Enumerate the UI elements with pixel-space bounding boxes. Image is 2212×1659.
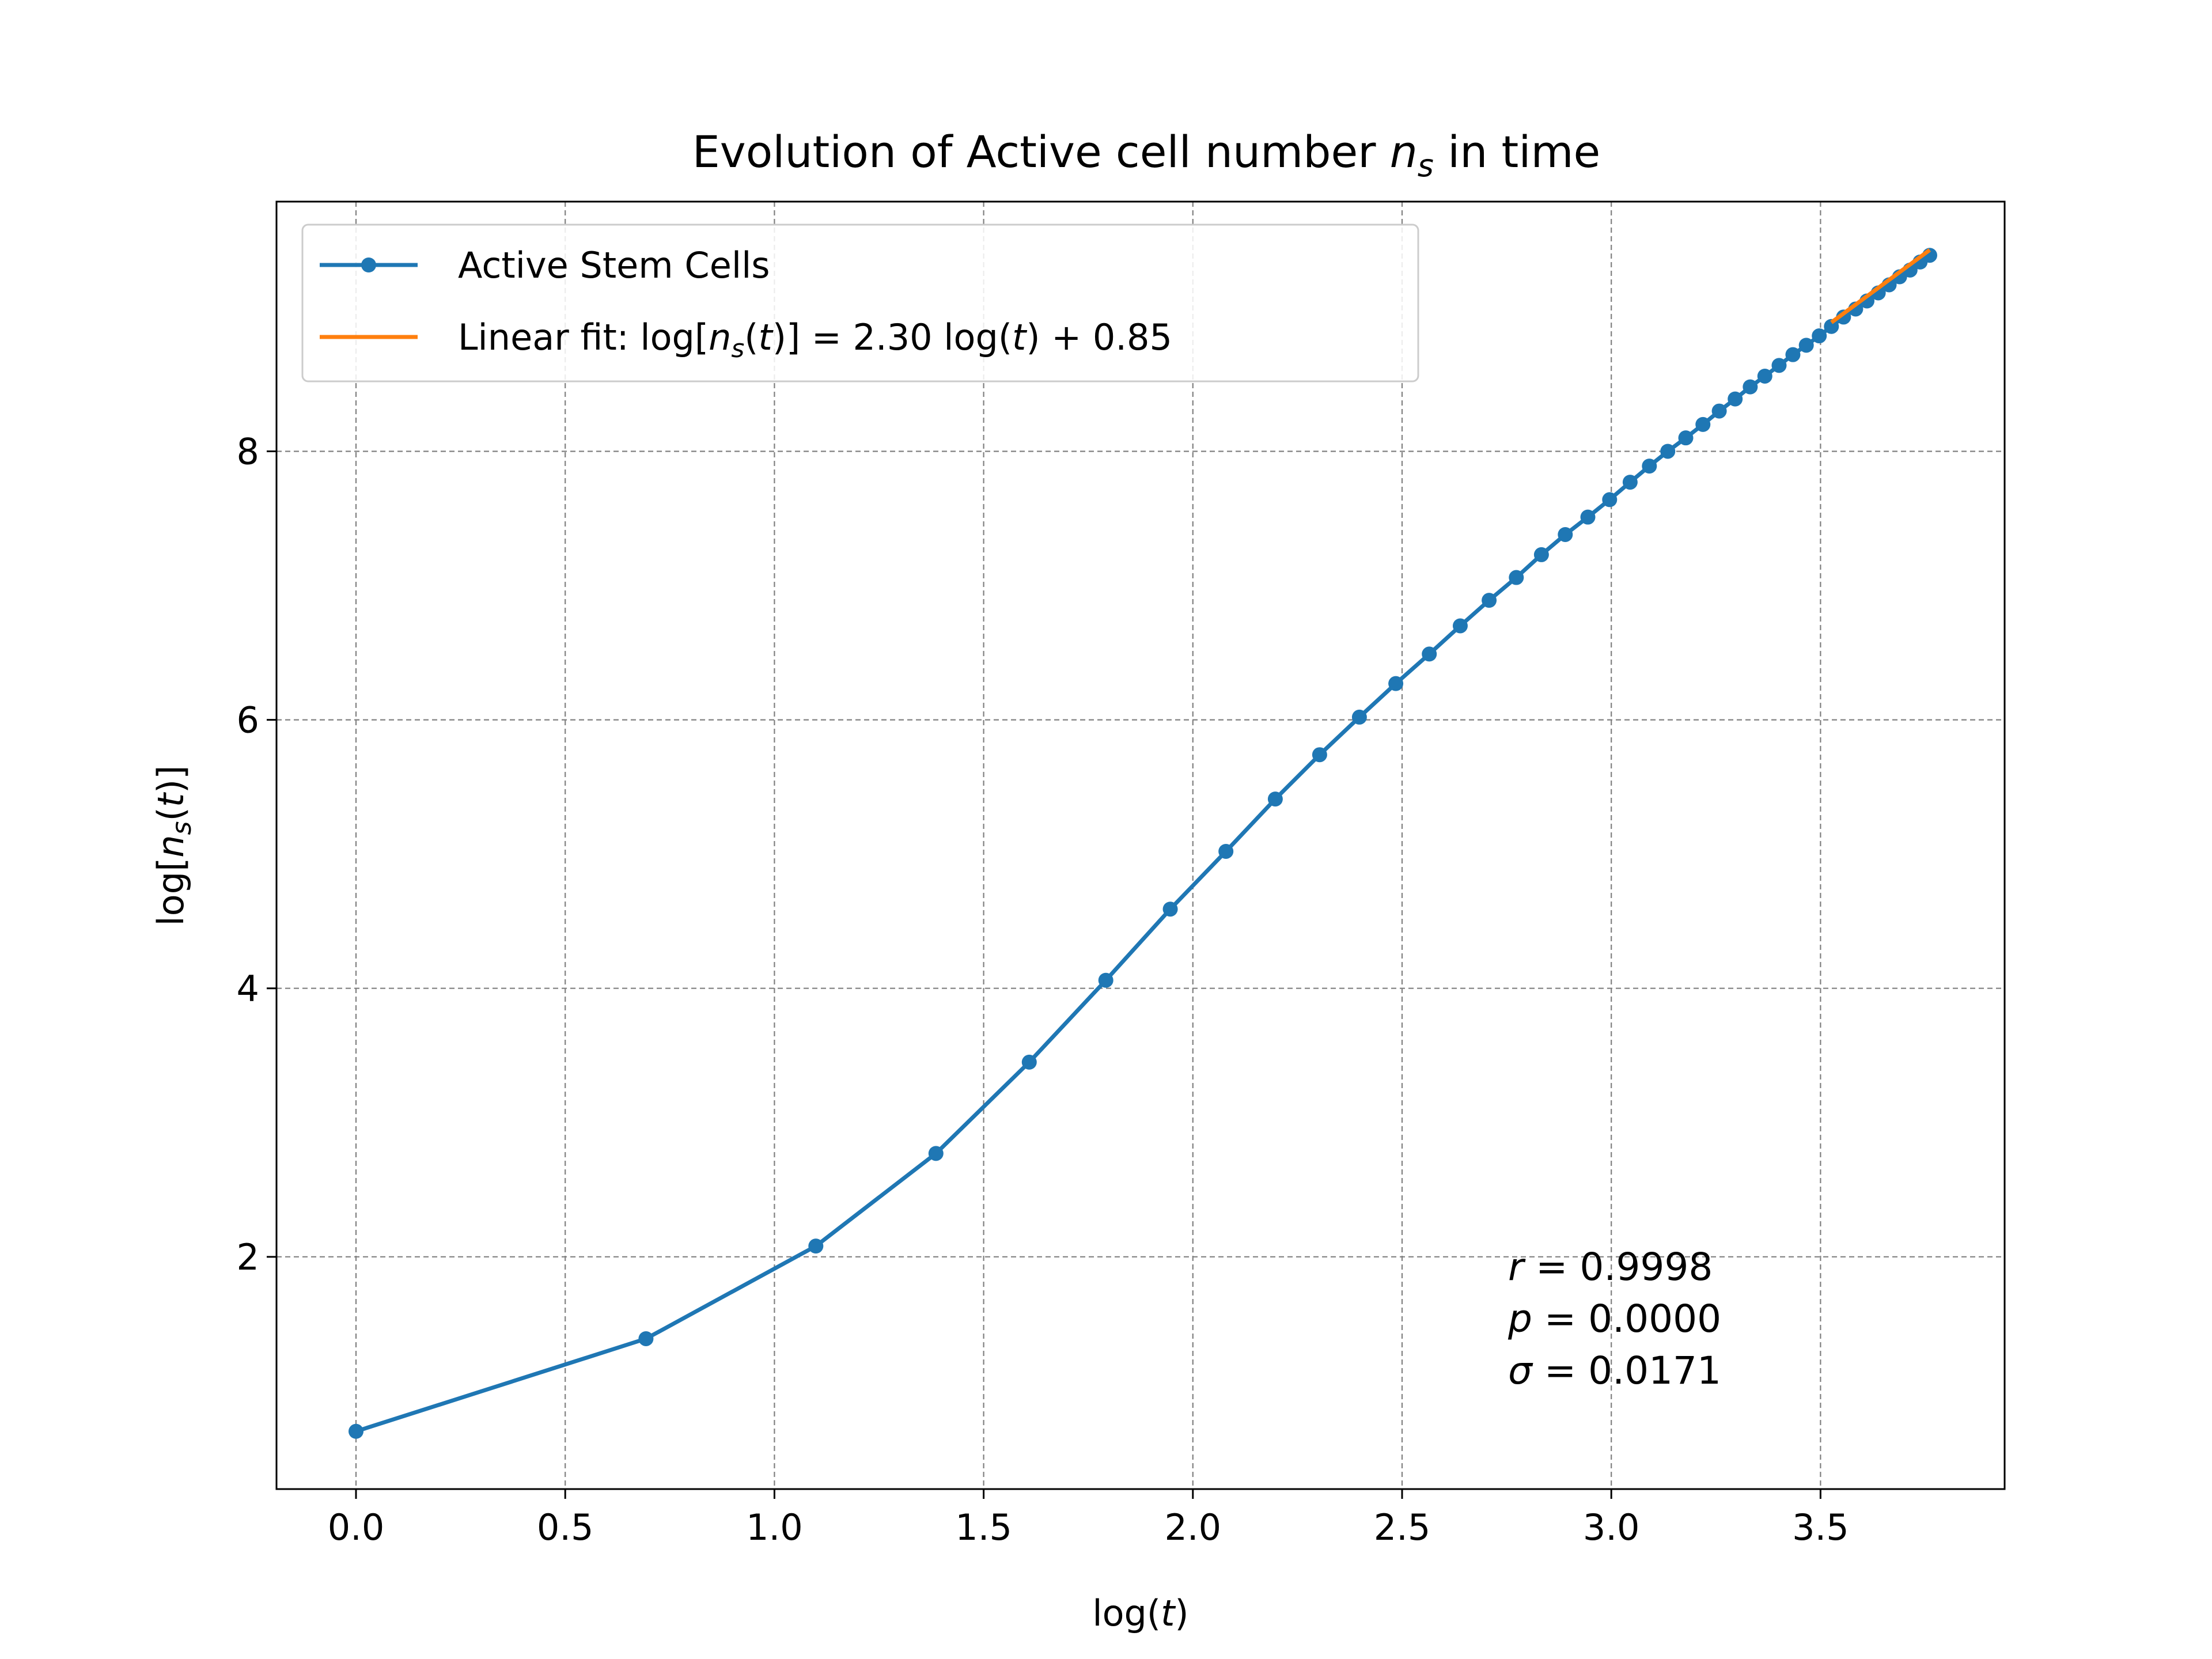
- data-point: [1482, 593, 1497, 608]
- data-point: [1678, 430, 1694, 446]
- data-point: [1660, 444, 1676, 459]
- chart-title: Evolution of Active cell number ns in ti…: [692, 126, 1601, 184]
- legend-box: [301, 224, 1419, 382]
- data-point: [1162, 902, 1178, 917]
- x-tick-label: 2.5: [1374, 1506, 1431, 1548]
- data-point: [1757, 368, 1772, 384]
- data-point: [1267, 791, 1283, 807]
- x-axis-label: log(t): [1092, 1592, 1188, 1634]
- data-point: [1642, 459, 1657, 474]
- y-tick-label: 2: [237, 1236, 259, 1278]
- data-point: [1622, 475, 1638, 490]
- plot-series: [349, 248, 1937, 1439]
- x-tick-label: 0.0: [328, 1506, 385, 1548]
- data-point: [1533, 547, 1549, 562]
- legend-label-active-stem-cells: Active Stem Cells: [458, 244, 770, 286]
- data-point: [1728, 391, 1743, 407]
- data-point: [1785, 347, 1801, 362]
- x-tick-label: 3.5: [1792, 1506, 1849, 1548]
- stat-p: p = 0.0000: [1508, 1297, 1721, 1341]
- data-point: [928, 1146, 944, 1161]
- data-point: [349, 1423, 364, 1439]
- grid-lines: [276, 202, 2005, 1489]
- y-tick-label: 4: [237, 968, 259, 1010]
- y-axis: 2 4 6 8: [237, 430, 276, 1278]
- data-point: [1312, 747, 1327, 763]
- data-point: [1351, 709, 1367, 725]
- x-tick-label: 1.5: [955, 1506, 1012, 1548]
- data-point: [1771, 358, 1787, 373]
- data-point: [1743, 379, 1758, 395]
- legend: Active Stem Cells Linear fit: log[ns(t)]…: [301, 224, 1419, 382]
- series-line-linear-fit: [1830, 248, 1931, 324]
- y-tick-label: 6: [237, 699, 259, 741]
- data-point: [1711, 403, 1727, 419]
- stat-sigma: σ = 0.0171: [1508, 1349, 1721, 1393]
- x-tick-label: 3.0: [1583, 1506, 1640, 1548]
- y-tick-label: 8: [237, 430, 259, 472]
- data-point: [1509, 570, 1524, 585]
- data-point: [1824, 319, 1839, 334]
- data-point: [1021, 1054, 1037, 1070]
- legend-label-linear-fit: Linear fit: log[ns(t)] = 2.30 log(t) + 0…: [458, 316, 1172, 363]
- data-point: [1580, 509, 1596, 525]
- stat-r: r = 0.9998: [1508, 1245, 1713, 1289]
- data-point: [1812, 328, 1827, 344]
- axes-frame: [275, 200, 2006, 1490]
- data-point: [1218, 843, 1234, 859]
- data-point: [1695, 416, 1711, 432]
- data-point: [1388, 676, 1404, 691]
- data-point: [1602, 492, 1618, 507]
- x-axis: 0.0 0.5 1.0 1.5 2.0 2.5 3.0 3.5: [328, 1489, 1849, 1548]
- data-point: [1558, 527, 1573, 542]
- legend-marker-active-stem-cells: [361, 257, 376, 272]
- x-tick-label: 0.5: [537, 1506, 594, 1548]
- data-point: [1098, 972, 1113, 988]
- data-point: [638, 1331, 654, 1346]
- data-point: [1452, 618, 1468, 634]
- x-tick-label: 1.0: [746, 1506, 803, 1548]
- data-point: [1422, 646, 1437, 662]
- y-axis-label: log[ns(t)]: [150, 766, 197, 926]
- data-point: [1836, 309, 1851, 325]
- x-tick-label: 2.0: [1164, 1506, 1221, 1548]
- data-point: [1798, 338, 1814, 353]
- fit-statistics: r = 0.9998 p = 0.0000 σ = 0.0171: [1508, 1245, 1721, 1393]
- data-point: [808, 1238, 824, 1254]
